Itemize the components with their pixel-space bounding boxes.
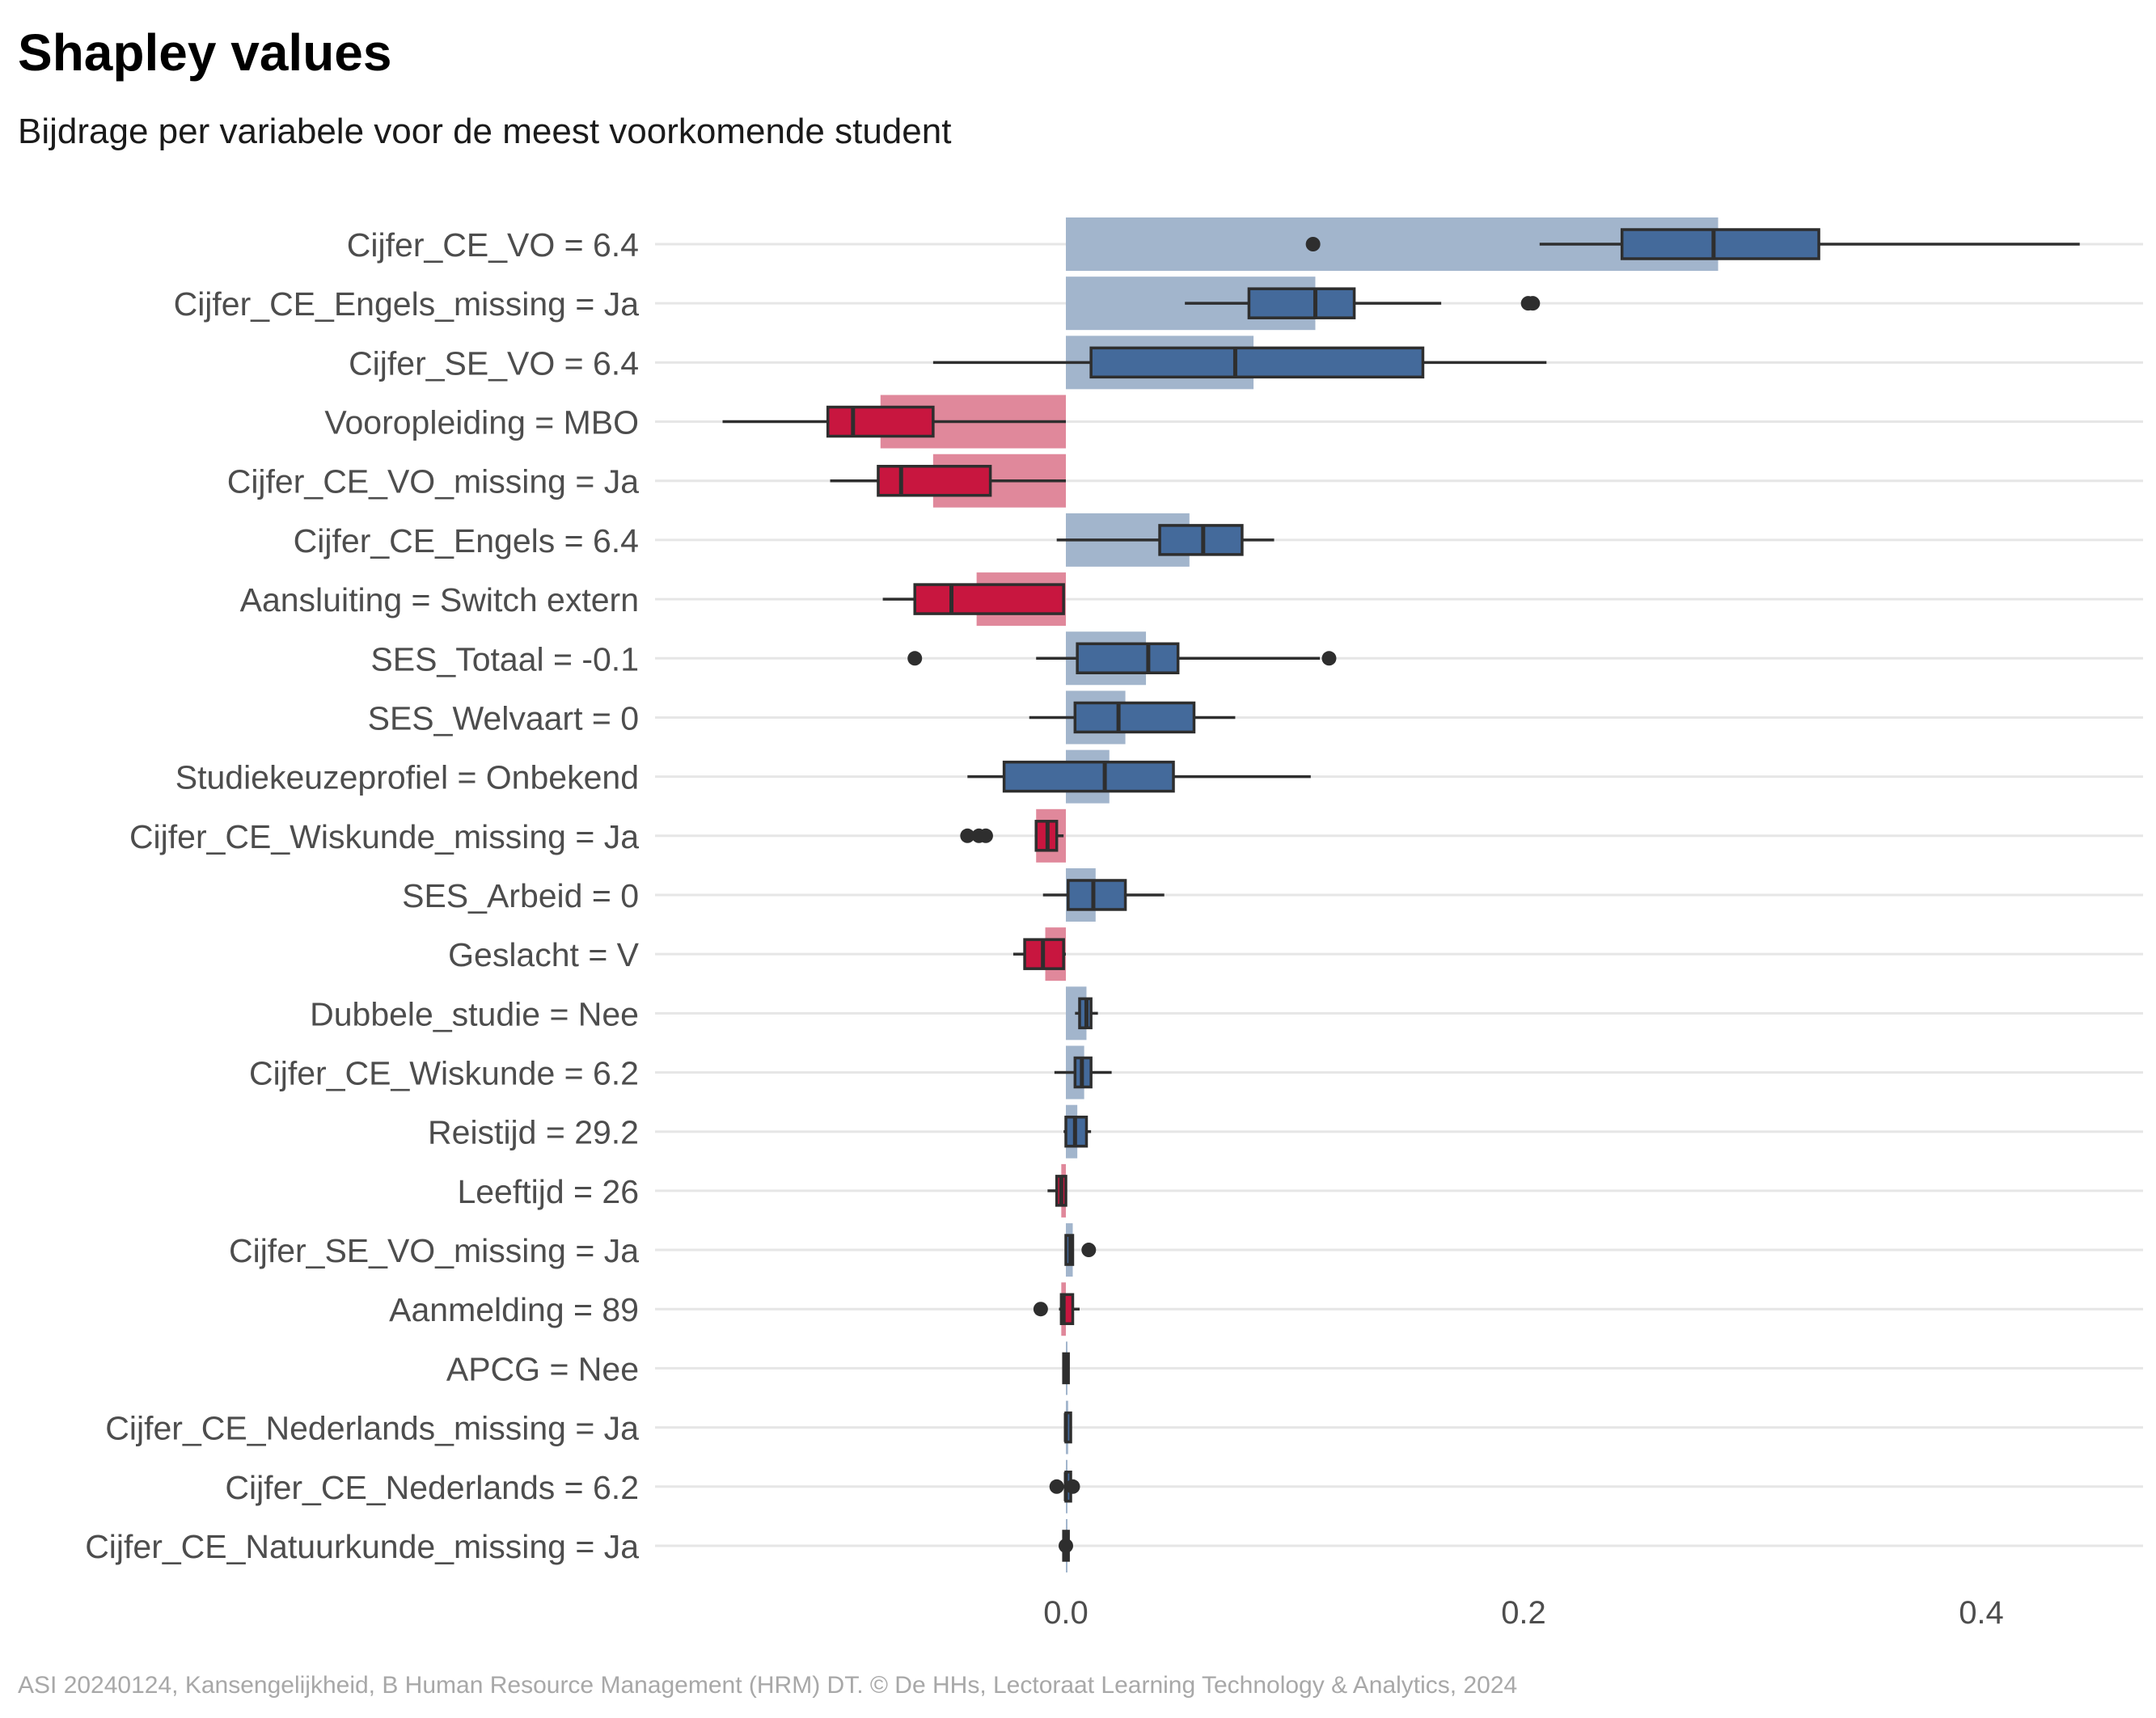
boxplot-box <box>1002 760 1175 793</box>
category-label: Geslacht = V <box>448 936 640 973</box>
category-label: Cijfer_SE_VO_missing = Ja <box>229 1232 639 1269</box>
category-labels: Cijfer_CE_VO = 6.4 Cijfer_CE_Engels_missi… <box>85 226 639 1565</box>
boxplot-box <box>1620 228 1820 260</box>
category-label: Cijfer_CE_Engels_missing = Ja <box>174 285 640 323</box>
x-tick-label: 0.0 <box>1043 1595 1089 1631</box>
category-label: SES_Totaal = -0.1 <box>370 640 639 677</box>
x-tick-label: 0.4 <box>1959 1595 2004 1631</box>
gridlines <box>655 243 2143 1547</box>
outlier-point <box>960 828 975 843</box>
outlier-point <box>1049 1479 1064 1494</box>
chart-title: Shapley values <box>18 23 392 82</box>
chart-subtitle: Bijdrage per variabele voor de meest voo… <box>18 112 952 151</box>
category-label: Aansluiting = Switch extern <box>240 581 639 618</box>
outlier-point <box>1525 296 1541 311</box>
x-axis-ticks: 0.0 0.2 0.4 <box>1043 1595 2004 1631</box>
outlier-point <box>1059 1538 1073 1553</box>
category-label: Cijfer_CE_VO_missing = Ja <box>227 463 639 500</box>
boxplot-box <box>1158 524 1244 556</box>
category-label: SES_Welvaart = 0 <box>368 699 639 737</box>
boxplot-box <box>1076 642 1180 675</box>
outlier-point <box>907 651 923 666</box>
category-label: Cijfer_CE_Engels = 6.4 <box>294 522 639 559</box>
category-label: Dubbele_studie = Nee <box>310 995 639 1032</box>
boxplot-box <box>1073 701 1196 734</box>
outlier-point <box>1305 237 1321 251</box>
category-label: Aanmelding = 89 <box>389 1291 639 1328</box>
category-label: SES_Arbeid = 0 <box>402 877 639 914</box>
category-label: Cijfer_CE_Nederlands_missing = Ja <box>105 1410 639 1447</box>
boxplot-box <box>826 405 935 438</box>
category-label: Cijfer_CE_Nederlands = 6.2 <box>225 1469 639 1506</box>
category-label: Cijfer_CE_Wiskunde_missing = Ja <box>129 818 639 855</box>
x-tick-label: 0.2 <box>1501 1595 1546 1631</box>
outlier-point <box>1065 1479 1080 1494</box>
category-label: Vooropleiding = MBO <box>324 404 639 441</box>
boxplot-box <box>1067 879 1127 911</box>
category-label: Cijfer_CE_VO = 6.4 <box>347 226 639 264</box>
boxplot-box <box>913 583 1065 615</box>
outlier-point <box>978 828 993 843</box>
outlier-point <box>1321 651 1337 666</box>
category-label: Cijfer_CE_Natuurkunde_missing = Ja <box>85 1528 639 1565</box>
outlier-point <box>1081 1243 1097 1258</box>
category-label: Leeftijd = 26 <box>457 1173 639 1210</box>
boxplot-box <box>877 464 992 497</box>
category-label: Reistijd = 29.2 <box>428 1114 639 1151</box>
category-label: Studiekeuzeprofiel = Onbekend <box>175 759 639 796</box>
boxplots <box>722 228 2080 1562</box>
boxplot-box <box>1247 287 1356 319</box>
category-label: APCG = Nee <box>446 1350 639 1387</box>
category-label: Cijfer_SE_VO = 6.4 <box>349 344 639 382</box>
caption: ASI 20240124, Kansengelijkheid, B Human … <box>18 1672 1518 1699</box>
category-label: Cijfer_CE_Wiskunde = 6.2 <box>249 1055 639 1092</box>
outlier-point <box>1033 1302 1048 1317</box>
boxplot-box <box>1089 346 1425 379</box>
